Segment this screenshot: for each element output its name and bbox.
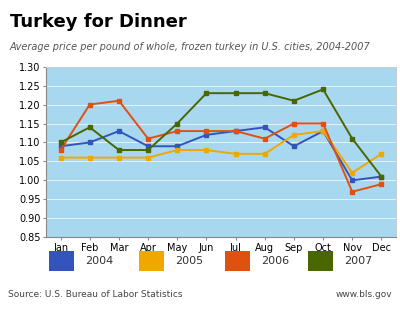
Text: Source: U.S. Bureau of Labor Statistics: Source: U.S. Bureau of Labor Statistics [8,290,182,299]
Text: 2005: 2005 [175,256,203,266]
Text: www.bls.gov: www.bls.gov [335,290,392,299]
FancyBboxPatch shape [139,251,164,270]
FancyBboxPatch shape [225,251,250,270]
FancyBboxPatch shape [308,251,333,270]
Text: 2006: 2006 [261,256,289,266]
Text: 2004: 2004 [85,256,113,266]
Text: Turkey for Dinner: Turkey for Dinner [10,12,187,31]
Text: Average price per pound of whole, frozen turkey in U.S. cities, 2004-2007: Average price per pound of whole, frozen… [10,42,371,52]
Text: 2007: 2007 [344,256,372,266]
FancyBboxPatch shape [49,251,74,270]
